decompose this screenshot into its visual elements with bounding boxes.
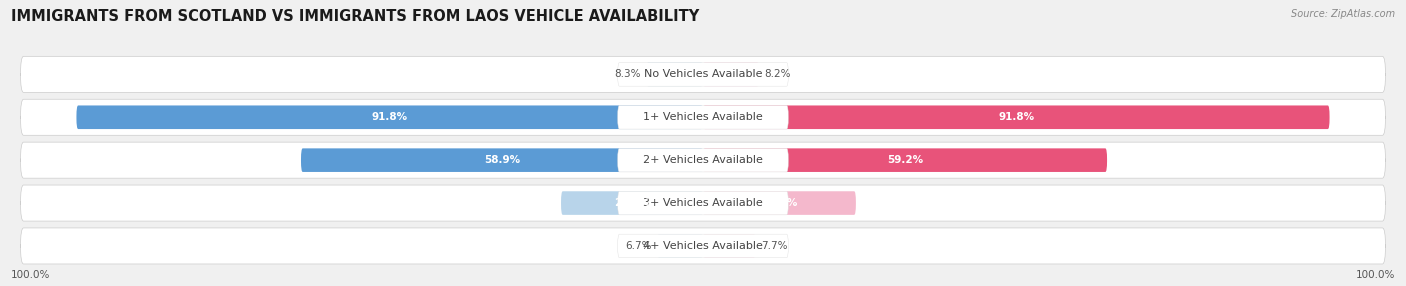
Text: 100.0%: 100.0% <box>11 270 51 279</box>
FancyBboxPatch shape <box>617 148 789 172</box>
Text: IMMIGRANTS FROM SCOTLAND VS IMMIGRANTS FROM LAOS VEHICLE AVAILABILITY: IMMIGRANTS FROM SCOTLAND VS IMMIGRANTS F… <box>11 9 700 23</box>
FancyBboxPatch shape <box>21 228 1385 264</box>
Text: 1+ Vehicles Available: 1+ Vehicles Available <box>643 112 763 122</box>
FancyBboxPatch shape <box>703 148 1107 172</box>
Text: No Vehicles Available: No Vehicles Available <box>644 69 762 79</box>
FancyBboxPatch shape <box>703 234 755 258</box>
FancyBboxPatch shape <box>617 63 789 86</box>
FancyBboxPatch shape <box>301 148 703 172</box>
FancyBboxPatch shape <box>21 142 1385 178</box>
FancyBboxPatch shape <box>657 234 703 258</box>
Text: 58.9%: 58.9% <box>484 155 520 165</box>
FancyBboxPatch shape <box>703 106 1330 129</box>
Text: Source: ZipAtlas.com: Source: ZipAtlas.com <box>1291 9 1395 19</box>
Text: 7.7%: 7.7% <box>761 241 787 251</box>
Text: 4+ Vehicles Available: 4+ Vehicles Available <box>643 241 763 251</box>
FancyBboxPatch shape <box>76 106 703 129</box>
FancyBboxPatch shape <box>617 234 789 258</box>
Text: 100.0%: 100.0% <box>1355 270 1395 279</box>
FancyBboxPatch shape <box>21 56 1385 92</box>
FancyBboxPatch shape <box>703 63 759 86</box>
Text: 91.8%: 91.8% <box>998 112 1035 122</box>
FancyBboxPatch shape <box>647 63 703 86</box>
Text: 91.8%: 91.8% <box>371 112 408 122</box>
Text: 20.8%: 20.8% <box>614 198 650 208</box>
FancyBboxPatch shape <box>561 191 703 215</box>
Text: 8.3%: 8.3% <box>614 69 641 79</box>
Text: 59.2%: 59.2% <box>887 155 924 165</box>
Text: 22.4%: 22.4% <box>761 198 797 208</box>
Text: 6.7%: 6.7% <box>626 241 652 251</box>
FancyBboxPatch shape <box>703 191 856 215</box>
Text: 8.2%: 8.2% <box>765 69 792 79</box>
Text: 2+ Vehicles Available: 2+ Vehicles Available <box>643 155 763 165</box>
FancyBboxPatch shape <box>21 99 1385 135</box>
Text: 3+ Vehicles Available: 3+ Vehicles Available <box>643 198 763 208</box>
FancyBboxPatch shape <box>617 106 789 129</box>
FancyBboxPatch shape <box>617 191 789 215</box>
FancyBboxPatch shape <box>21 185 1385 221</box>
